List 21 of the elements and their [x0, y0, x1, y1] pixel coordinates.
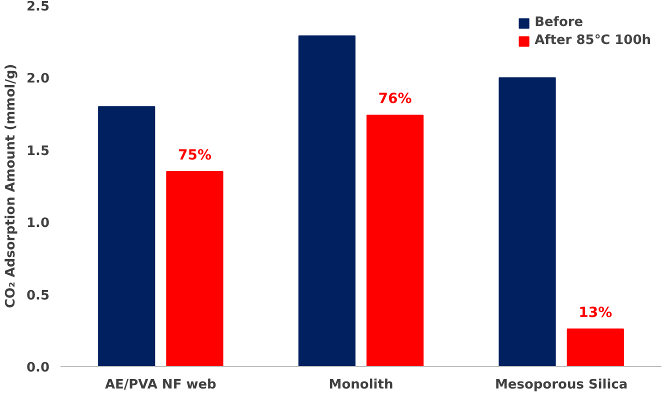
bar — [366, 114, 424, 366]
legend-label: After 85℃ 100h — [534, 33, 651, 48]
bar — [98, 106, 156, 366]
y-axis-title: CO₂ Adsorption Amount (mmol/g) — [3, 64, 18, 308]
y-tick-label: 2.0 — [26, 72, 50, 87]
annotation: 75% — [178, 148, 212, 164]
x-tick-label: AE/PVA NF web — [104, 378, 216, 392]
x-tick-label: Monolith — [328, 378, 394, 392]
bar — [166, 171, 224, 366]
bar — [498, 77, 556, 366]
legend-label: Before — [534, 15, 584, 30]
y-tick-label: 0.5 — [26, 288, 50, 304]
bar — [298, 35, 356, 366]
y-tick-label: 1.0 — [26, 216, 50, 232]
annotation: 13% — [578, 304, 612, 321]
bar — [566, 328, 624, 366]
annotation: 76% — [378, 91, 412, 108]
y-tick-label: 2.5 — [26, 0, 50, 14]
y-tick-label: 0.0 — [26, 360, 50, 376]
x-tick-label: Mesoporous Silica — [494, 378, 628, 392]
y-tick-label: 1.5 — [26, 144, 50, 159]
